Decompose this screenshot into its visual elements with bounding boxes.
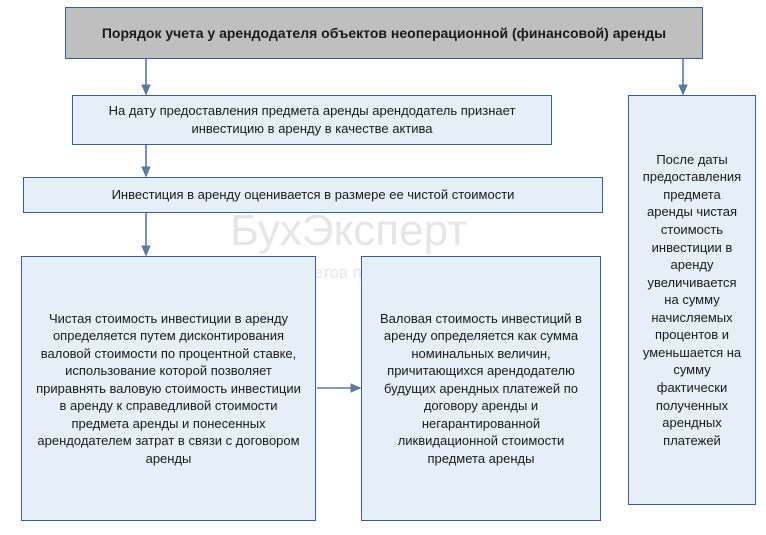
flow-node-2-text: Инвестиция в аренду оценивается в размер… xyxy=(112,186,515,204)
flow-node-4-text: Валовая стоимость инвестиций в аренду оп… xyxy=(372,310,590,468)
flow-node-4: Валовая стоимость инвестиций в аренду оп… xyxy=(361,256,601,521)
flow-node-1-text: На дату предоставления предмета аренды а… xyxy=(83,102,541,137)
flow-node-5-text: После даты предоставления предмета аренд… xyxy=(639,151,745,449)
flow-header-text: Порядок учета у арендодателя объектов не… xyxy=(102,24,666,43)
flow-node-1: На дату предоставления предмета аренды а… xyxy=(72,95,552,145)
flow-header: Порядок учета у арендодателя объектов не… xyxy=(65,7,703,59)
flow-node-5: После даты предоставления предмета аренд… xyxy=(628,95,756,505)
watermark-main: БухЭксперт xyxy=(230,206,467,256)
flow-node-3: Чистая стоимость инвестиции в аренду опр… xyxy=(21,256,316,521)
flow-node-2: Инвестиция в аренду оценивается в размер… xyxy=(23,177,603,213)
flow-node-3-text: Чистая стоимость инвестиции в аренду опр… xyxy=(32,310,305,468)
